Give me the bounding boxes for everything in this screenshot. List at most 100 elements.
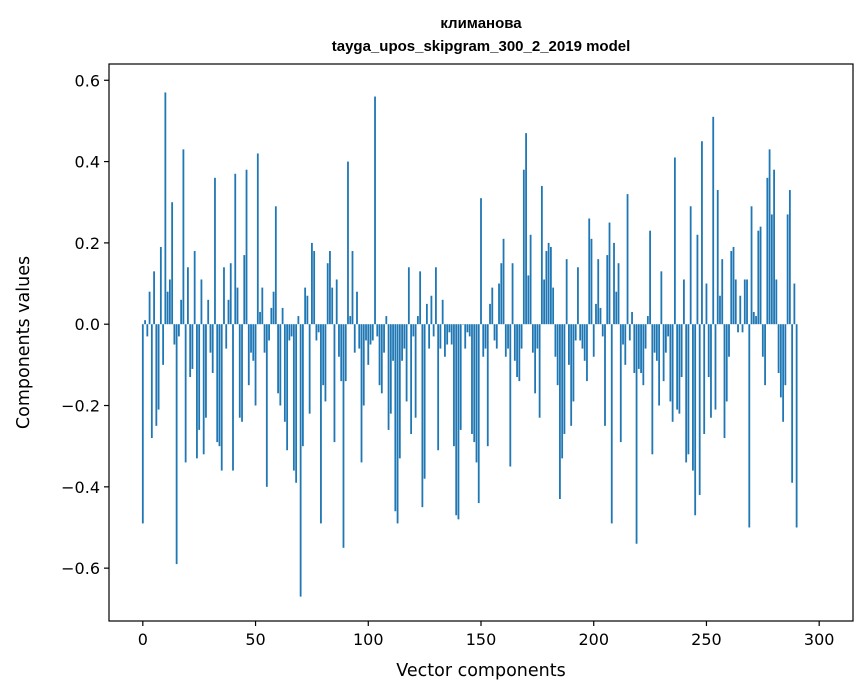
bar-290 [795,324,798,528]
bar-282 [777,324,780,373]
bar-56 [268,324,270,341]
bar-124 [421,324,424,508]
bar-60 [277,324,279,394]
bar-33 [216,324,219,443]
bar-129 [432,324,435,337]
bar-73 [306,295,309,325]
bar-55 [265,324,268,487]
bar-268 [746,279,748,325]
bar-149 [477,324,480,504]
bar-91 [347,161,349,325]
bar-19 [184,324,187,463]
bar-278 [768,149,771,325]
bar-155 [491,287,494,325]
bar-178 [543,279,546,325]
bar-168 [520,324,523,349]
bar-252 [710,324,712,418]
bar-264 [737,324,739,333]
bar-272 [755,316,757,325]
bar-34 [218,324,221,447]
bar-167 [518,324,521,382]
bar-251 [707,324,710,378]
bar-78 [317,324,320,333]
bar-175 [536,324,539,349]
bar-245 [694,324,697,516]
x-tick-label: 300 [804,630,835,649]
bar-95 [356,291,358,325]
bar-220 [637,324,640,369]
y-tick-label: 0.4 [75,153,100,172]
bar-212 [619,324,622,443]
bar-88 [340,324,343,382]
bar-154 [489,303,491,325]
bar-35 [220,324,223,471]
bar-80 [322,324,325,386]
bar-70 [299,324,302,597]
bar-118 [407,267,410,325]
bar-156 [493,324,496,341]
bar-280 [773,169,775,325]
bar-259 [725,324,728,402]
bar-260 [728,324,730,357]
bar-136 [448,324,451,333]
bar-191 [572,324,575,402]
bar-57 [270,307,273,325]
bar-255 [716,190,719,325]
bar-137 [450,324,453,345]
bar-275 [761,324,764,357]
bar-89 [342,324,345,548]
bar-11 [166,291,169,325]
bar-117 [405,324,408,402]
bar-195 [581,324,584,349]
bar-17 [180,299,183,325]
bar-271 [752,312,755,325]
bar-126 [425,303,428,325]
chart-subtitle: tayga_upos_skipgram_300_2_2019 model [332,38,631,55]
bar-205 [604,324,606,426]
bar-24 [196,324,198,459]
bar-22 [191,324,194,369]
bar-235 [671,324,674,422]
y-tick-label: −0.2 [61,397,100,416]
bar-120 [412,324,415,337]
bar-148 [475,324,478,463]
bar-203 [599,307,602,325]
bar-177 [540,185,543,325]
bar-281 [775,279,778,325]
bar-49 [252,324,255,361]
bar-162 [507,324,509,349]
bar-279 [770,214,773,325]
bar-254 [714,324,717,410]
bar-143 [464,324,467,349]
bar-248 [701,141,703,325]
plot-frame [108,63,854,622]
bar-240 [683,279,685,325]
bar-231 [662,324,665,382]
bar-132 [439,324,442,349]
bar-189 [568,324,570,365]
bar-267 [743,279,746,325]
bar-92 [349,316,352,325]
bar-41 [234,173,237,325]
bar-201 [595,303,597,325]
bar-130 [435,267,437,325]
bar-112 [394,324,397,512]
y-axis-ticks: −0.6 −0.4 −0.2 0.0 0.2 0.4 0.6 [61,71,109,578]
bar-196 [583,324,586,361]
bar-216 [628,324,631,341]
bar-100 [367,324,370,365]
bar-169 [522,169,525,325]
bar-108 [385,316,388,325]
bar-30 [209,324,212,353]
bar-182 [552,287,555,325]
x-tick-label: 50 [245,630,265,649]
bar-158 [498,283,500,325]
bar-40 [232,324,234,471]
bar-258 [723,324,726,439]
bar-54 [263,324,266,353]
bar-74 [308,324,311,414]
bar-138 [453,324,455,447]
bar-217 [631,312,633,325]
bar-199 [590,238,593,325]
